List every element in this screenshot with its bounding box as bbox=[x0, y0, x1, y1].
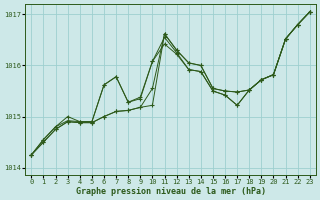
X-axis label: Graphe pression niveau de la mer (hPa): Graphe pression niveau de la mer (hPa) bbox=[76, 187, 266, 196]
